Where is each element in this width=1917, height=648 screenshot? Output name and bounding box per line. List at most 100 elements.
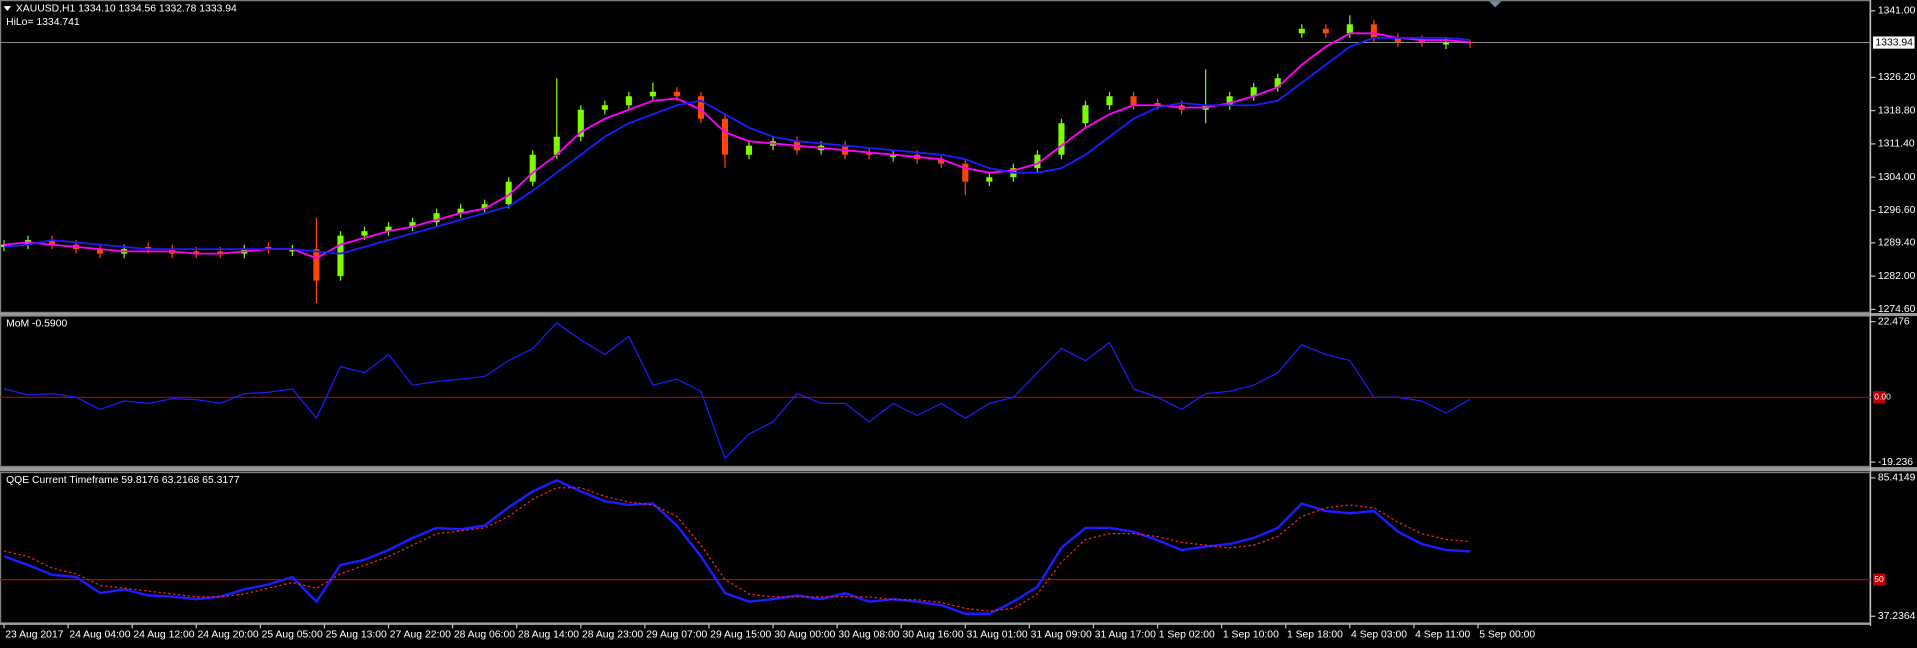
current-price-box (1872, 36, 1915, 49)
price-panel-frame (0, 0, 1871, 313)
panel-title: XAUUSD,H1 1334.10 1334.56 1332.78 1333.9… (16, 3, 237, 14)
candle-body (649, 91, 656, 97)
x-tick-label: 31 Aug 17:00 (1095, 629, 1156, 640)
candle-body (601, 105, 608, 110)
candle-body (193, 251, 200, 254)
candle-body (145, 246, 152, 250)
x-tick-label: 28 Aug 14:00 (518, 629, 579, 640)
moving-average-line (3, 32, 1471, 260)
candle-body (625, 96, 632, 106)
x-tick-label: 29 Aug 15:00 (710, 629, 771, 640)
y-tick-label: 1289.40 (1878, 238, 1916, 249)
qqe-panel-frame (0, 471, 1871, 624)
candle-body (385, 226, 392, 232)
candle-body (1154, 102, 1161, 106)
candle-body (890, 154, 897, 157)
x-tick-label: 28 Aug 06:00 (454, 629, 515, 640)
level-label: 0.00 (1874, 392, 1891, 402)
candle-body (337, 235, 344, 277)
level-box (1872, 573, 1886, 586)
candle-body (481, 204, 488, 209)
candle-body (1298, 28, 1305, 34)
y-tick-label: 1341.00 (1878, 6, 1916, 17)
indicator-line (3, 487, 1471, 612)
candle-body (1346, 24, 1353, 34)
candle-body (721, 118, 729, 155)
x-tick-label: 1 Sep 02:00 (1159, 629, 1215, 640)
indicator-line (3, 322, 1471, 459)
candle-body (457, 208, 464, 214)
menu-arrow[interactable] (3, 6, 12, 12)
candle-body (1130, 96, 1137, 106)
candle-body (1418, 40, 1425, 43)
candle-body (938, 159, 945, 164)
current-price-label: 1333.94 (1875, 37, 1913, 48)
candle-body (97, 249, 104, 254)
candle-body (745, 145, 753, 155)
candle-body (866, 152, 873, 155)
x-tick-label: 29 Aug 07:00 (646, 629, 707, 640)
panel-subtitle: HiLo= 1334.741 (6, 17, 80, 28)
x-tick-label: 31 Aug 09:00 (1031, 629, 1092, 640)
x-tick-label: 30 Aug 08:00 (838, 629, 899, 640)
x-tick-label: 28 Aug 23:00 (582, 629, 643, 640)
candle-body (673, 91, 680, 97)
candle-body (265, 246, 272, 250)
candle-body (361, 231, 368, 236)
x-tick-label: 4 Sep 11:00 (1415, 629, 1470, 640)
candle-body (1394, 37, 1401, 43)
y-tick-label: 1304.00 (1878, 172, 1916, 183)
x-tick-label: 4 Sep 03:00 (1351, 629, 1407, 640)
x-tick-label: 25 Aug 05:00 (262, 629, 323, 640)
chart-shift-marker[interactable] (1489, 1, 1502, 8)
candle-body (1250, 87, 1257, 97)
candle-body (1442, 42, 1450, 45)
candle-body (1322, 28, 1329, 34)
candle-body (1058, 123, 1065, 155)
x-tick-label: 5 Sep 00:00 (1479, 629, 1535, 640)
y-tick-label: 1296.60 (1878, 205, 1916, 216)
mom-panel-frame (0, 315, 1871, 468)
panel-separator (0, 312, 1917, 317)
candle-body (433, 213, 440, 223)
candle-body (505, 181, 512, 205)
candle-body (217, 251, 224, 254)
candle-body (289, 249, 296, 252)
panel-separator (0, 467, 1917, 472)
candle-body (577, 109, 584, 137)
x-tick-label: 1 Sep 10:00 (1223, 629, 1279, 640)
x-tick-label: 25 Aug 13:00 (326, 629, 387, 640)
candle-body (1106, 96, 1113, 106)
candle-body (986, 177, 993, 182)
level-box (1872, 391, 1886, 404)
candle-body (49, 240, 56, 245)
x-tick-label: 23 Aug 2017 (5, 629, 64, 640)
y-tick-label: 85.4149 (1878, 473, 1916, 484)
y-tick-label: 22.476 (1878, 316, 1910, 327)
x-tick-label: 30 Aug 16:00 (902, 629, 963, 640)
candle-body (313, 249, 320, 281)
y-tick-label: 1311.40 (1878, 139, 1915, 150)
level-label: 50 (1874, 574, 1884, 584)
candle-body (0, 244, 8, 247)
candle-body (1466, 41, 1474, 44)
x-tick-label: 31 Aug 01:00 (967, 629, 1028, 640)
panel-title: MoM -0.5900 (6, 319, 67, 330)
y-tick-label: -19.236 (1878, 457, 1913, 468)
panel-title: QQE Current Timeframe 59.8176 63.2168 65… (6, 475, 240, 486)
candle-body (409, 222, 416, 227)
x-tick-label: 24 Aug 20:00 (197, 629, 258, 640)
moving-average-line (3, 36, 1471, 255)
y-tick-label: 1274.60 (1878, 304, 1916, 315)
y-tick-label: 1318.80 (1878, 105, 1916, 116)
y-tick-label: 1326.20 (1878, 72, 1916, 83)
y-tick-label: 37.2364 (1878, 611, 1916, 622)
candle-body (1370, 24, 1377, 38)
y-tick-label: 1282.00 (1878, 271, 1916, 282)
x-tick-label: 27 Aug 22:00 (390, 629, 451, 640)
candle-body (553, 136, 560, 155)
x-tick-label: 24 Aug 12:00 (133, 629, 194, 640)
candle-body (697, 96, 705, 119)
